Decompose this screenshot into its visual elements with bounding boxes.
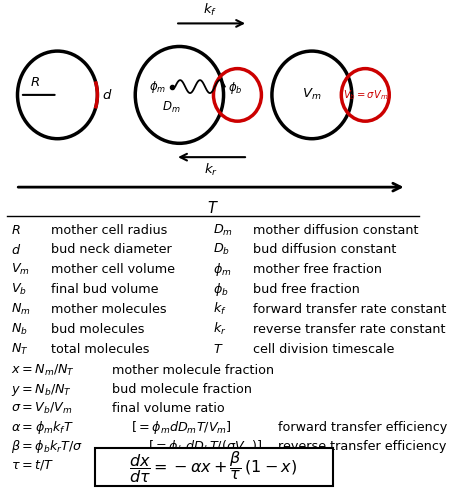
Text: $x = N_m/N_T$: $x = N_m/N_T$ <box>11 363 75 378</box>
Text: $d$: $d$ <box>102 88 113 102</box>
Text: $y = N_b/N_T$: $y = N_b/N_T$ <box>11 382 72 398</box>
Text: mother molecules: mother molecules <box>43 303 166 316</box>
Text: $V_m$: $V_m$ <box>302 87 321 103</box>
Text: $\phi_b$: $\phi_b$ <box>213 281 229 298</box>
Text: mother cell volume: mother cell volume <box>43 263 175 276</box>
Text: reverse transfer efficiency: reverse transfer efficiency <box>270 440 446 453</box>
Text: final bud volume: final bud volume <box>43 283 158 296</box>
Text: $\sigma = V_b/V_m$: $\sigma = V_b/V_m$ <box>11 401 73 416</box>
Text: cell division timescale: cell division timescale <box>244 343 394 355</box>
Text: $N_m$: $N_m$ <box>11 302 31 317</box>
Text: $N_T$: $N_T$ <box>11 341 29 356</box>
Text: $\alpha = \phi_m k_f T$: $\alpha = \phi_m k_f T$ <box>11 419 74 436</box>
Text: $\beta = \phi_b k_r T/\sigma$: $\beta = \phi_b k_r T/\sigma$ <box>11 438 84 455</box>
Text: reverse transfer rate constant: reverse transfer rate constant <box>244 323 445 336</box>
Text: $[= \phi_b\, dD_b T/(\sigma V_m)]$: $[= \phi_b\, dD_b T/(\sigma V_m)]$ <box>148 438 263 455</box>
Text: $T$: $T$ <box>207 200 219 216</box>
Text: $V_b{=}\sigma V_m$: $V_b{=}\sigma V_m$ <box>343 88 388 102</box>
Text: final volume ratio: final volume ratio <box>104 402 225 415</box>
Text: $T$: $T$ <box>213 343 224 355</box>
Text: $\phi_m$: $\phi_m$ <box>213 261 232 278</box>
Text: $k_f$: $k_f$ <box>213 301 227 317</box>
Text: $D_m$: $D_m$ <box>213 222 233 238</box>
Text: bud neck diameter: bud neck diameter <box>43 244 171 256</box>
Text: $R$: $R$ <box>11 223 21 237</box>
Text: $d$: $d$ <box>11 243 21 257</box>
Text: $k_r$: $k_r$ <box>203 162 218 178</box>
Text: bud free fraction: bud free fraction <box>244 283 360 296</box>
Text: bud molecules: bud molecules <box>43 323 144 336</box>
Text: $\phi_b$: $\phi_b$ <box>228 81 243 96</box>
Text: $R$: $R$ <box>31 77 41 89</box>
Text: bud diffusion constant: bud diffusion constant <box>244 244 396 256</box>
Text: $\phi_m$: $\phi_m$ <box>149 79 166 95</box>
Text: forward transfer rate constant: forward transfer rate constant <box>244 303 446 316</box>
Text: $k_r$: $k_r$ <box>213 321 227 337</box>
Text: $D_m$: $D_m$ <box>162 100 180 115</box>
Text: $k_f$: $k_f$ <box>203 2 218 18</box>
Text: $\dfrac{dx}{d\tau} = -\alpha x + \dfrac{\beta}{\tau}\,(1-x)$: $\dfrac{dx}{d\tau} = -\alpha x + \dfrac{… <box>129 449 297 485</box>
Text: bud molecule fraction: bud molecule fraction <box>104 383 252 396</box>
Text: $D_b$: $D_b$ <box>213 242 230 257</box>
Text: mother free fraction: mother free fraction <box>244 263 381 276</box>
Text: forward transfer efficiency: forward transfer efficiency <box>270 421 447 434</box>
Text: $V_m$: $V_m$ <box>11 262 30 277</box>
Text: $[= \phi_m dD_m T/V_m]$: $[= \phi_m dD_m T/V_m]$ <box>131 419 232 436</box>
Text: $N_b$: $N_b$ <box>11 322 28 337</box>
Text: dimensionless cell division time: dimensionless cell division time <box>104 459 315 472</box>
Text: mother diffusion constant: mother diffusion constant <box>244 223 418 237</box>
Text: $\tau = t/T$: $\tau = t/T$ <box>11 458 54 472</box>
FancyBboxPatch shape <box>95 448 333 486</box>
Text: $V_b$: $V_b$ <box>11 282 27 297</box>
Text: mother molecule fraction: mother molecule fraction <box>104 364 274 377</box>
Text: mother cell radius: mother cell radius <box>43 223 167 237</box>
Text: total molecules: total molecules <box>43 343 149 355</box>
